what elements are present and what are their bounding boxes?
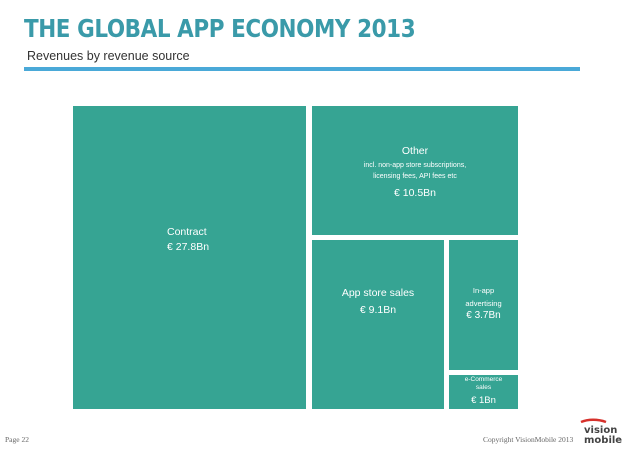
tile-label: Contract [167, 226, 207, 238]
tile-note: incl. non-app store subscriptions, licen… [363, 162, 467, 181]
visionmobile-logo: vision mobile [580, 418, 622, 446]
tile-app-store-sales: App store sales € 9.1Bn [312, 240, 444, 409]
svg-text:mobile: mobile [584, 435, 622, 446]
tile-value: € 10.5Bn [393, 187, 437, 199]
page-number: Page 22 [5, 435, 29, 444]
tile-contract: Contract € 27.8Bn [73, 106, 306, 409]
tile-other: Other incl. non-app store subscriptions, … [312, 106, 518, 235]
page-title: THE GLOBAL APP ECONOMY 2013 [24, 14, 416, 43]
svg-text:vision: vision [584, 425, 617, 436]
tile-label: In-app advertising [465, 286, 502, 308]
tile-e-commerce-sales: e-Commerce sales € 1Bn [449, 375, 518, 409]
tile-value: € 27.8Bn [167, 241, 210, 253]
tile-label: Other [401, 145, 429, 157]
copyright-text: Copyright VisionMobile 2013 [483, 435, 574, 444]
tile-in-app-advertising: In-app advertising € 3.7Bn [449, 240, 518, 370]
page-subtitle: Revenues by revenue source [27, 49, 190, 63]
tile-label: App store sales [341, 287, 415, 299]
tile-label: e-Commerce sales [464, 376, 503, 391]
tile-value: € 9.1Bn [359, 304, 397, 316]
tile-value: € 1Bn [471, 395, 496, 406]
tile-value: € 3.7Bn [466, 310, 501, 321]
title-divider [24, 67, 580, 71]
